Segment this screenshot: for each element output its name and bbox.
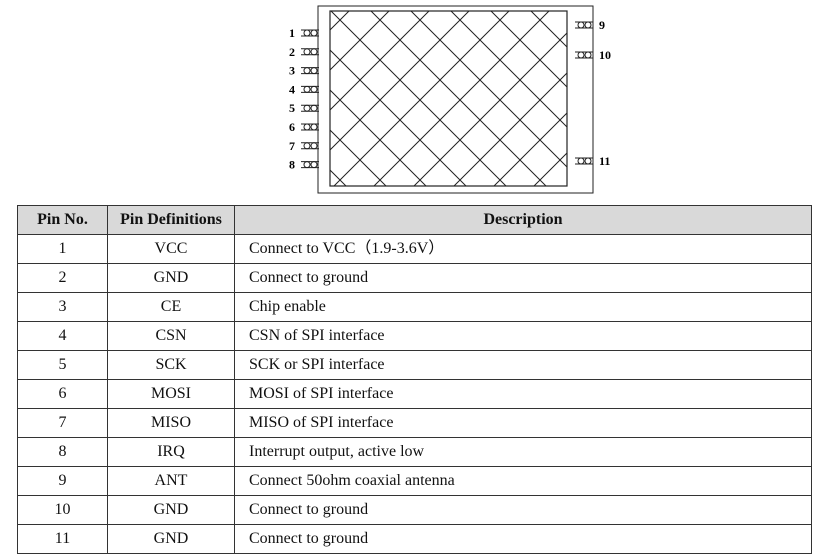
pin-definition-cell: GND — [107, 524, 235, 554]
pin-number-cell: 1 — [17, 234, 108, 264]
pin-description-cell: Connect to VCC（1.9-3.6V） — [234, 234, 812, 264]
pin-number-cell: 4 — [17, 321, 108, 351]
pin-pad — [301, 29, 319, 37]
pin-pad — [301, 85, 319, 93]
table-row: 10 GND Connect to ground — [17, 495, 812, 525]
pin-number-cell: 2 — [17, 263, 108, 293]
module-pinout-diagram: 1 2 3 4 5 6 7 8 9 10 11 — [289, 5, 611, 194]
pin-definition-cell: CE — [107, 292, 235, 322]
pin-definition-cell: MISO — [107, 408, 235, 438]
pin-definition-cell: ANT — [107, 466, 235, 496]
pin-label: 8 — [289, 158, 295, 172]
header-description: Description — [234, 205, 812, 235]
pin-pad — [301, 123, 319, 131]
pin-pad — [575, 21, 593, 29]
table-row: 7 MISO MISO of SPI interface — [17, 408, 812, 438]
table-row: 8 IRQ Interrupt output, active low — [17, 437, 812, 467]
table-header-row: Pin No. Pin Definitions Description — [17, 205, 812, 235]
pin-description-cell: Connect to ground — [234, 495, 812, 525]
pin-description-cell: SCK or SPI interface — [234, 350, 812, 380]
pin-label: 4 — [289, 82, 295, 96]
pin-number-cell: 8 — [17, 437, 108, 467]
pin-label: 5 — [289, 101, 295, 115]
pin-pad — [301, 48, 319, 56]
pin-description-cell: Connect to ground — [234, 263, 812, 293]
pin-description-cell: CSN of SPI interface — [234, 321, 812, 351]
pin-description-cell: MISO of SPI interface — [234, 408, 812, 438]
pin-definition-cell: GND — [107, 263, 235, 293]
pin-definition-cell: SCK — [107, 350, 235, 380]
pin-pad — [301, 142, 319, 150]
pin-label: 7 — [289, 139, 295, 153]
pin-number-cell: 6 — [17, 379, 108, 409]
table-row: 2 GND Connect to ground — [17, 263, 812, 293]
header-pin-no: Pin No. — [17, 205, 108, 235]
pin-definition-table: Pin No. Pin Definitions Description 1 VCC… — [17, 205, 812, 554]
right-pin-group: 9 10 11 — [575, 18, 611, 168]
pin-label: 10 — [599, 48, 611, 62]
pin-number-cell: 5 — [17, 350, 108, 380]
pin-description-cell: Interrupt output, active low — [234, 437, 812, 467]
header-pin-definitions: Pin Definitions — [107, 205, 235, 235]
pin-pad — [575, 157, 593, 165]
pin-label: 1 — [289, 26, 295, 40]
table-row: 4 CSN CSN of SPI interface — [17, 321, 812, 351]
pin-label: 6 — [289, 120, 295, 134]
pin-definition-cell: VCC — [107, 234, 235, 264]
pin-definition-cell: GND — [107, 495, 235, 525]
table-row: 1 VCC Connect to VCC（1.9-3.6V） — [17, 234, 812, 264]
pin-label: 9 — [599, 18, 605, 32]
table-row: 5 SCK SCK or SPI interface — [17, 350, 812, 380]
pin-number-cell: 3 — [17, 292, 108, 322]
pin-definition-cell: MOSI — [107, 379, 235, 409]
table-row: 3 CE Chip enable — [17, 292, 812, 322]
pin-number-cell: 7 — [17, 408, 108, 438]
pin-pad — [301, 161, 319, 169]
pin-description-cell: MOSI of SPI interface — [234, 379, 812, 409]
table-row: 11 GND Connect to ground — [17, 524, 812, 554]
pin-description-cell: Connect to ground — [234, 524, 812, 554]
pin-pad — [301, 67, 319, 75]
pin-pad — [575, 51, 593, 59]
pin-number-cell: 9 — [17, 466, 108, 496]
pin-number-cell: 10 — [17, 495, 108, 525]
table-row: 9 ANT Connect 50ohm coaxial antenna — [17, 466, 812, 496]
pin-description-cell: Connect 50ohm coaxial antenna — [234, 466, 812, 496]
pin-description-cell: Chip enable — [234, 292, 812, 322]
left-pin-group: 1 2 3 4 5 6 7 8 — [289, 26, 319, 172]
pin-label: 2 — [289, 45, 295, 59]
pin-definition-cell: IRQ — [107, 437, 235, 467]
pin-definition-cell: CSN — [107, 321, 235, 351]
table-row: 6 MOSI MOSI of SPI interface — [17, 379, 812, 409]
pin-label: 3 — [289, 64, 295, 78]
pin-pad — [301, 104, 319, 112]
rf-shield — [329, 10, 568, 187]
pin-number-cell: 11 — [17, 524, 108, 554]
pin-label: 11 — [599, 154, 610, 168]
